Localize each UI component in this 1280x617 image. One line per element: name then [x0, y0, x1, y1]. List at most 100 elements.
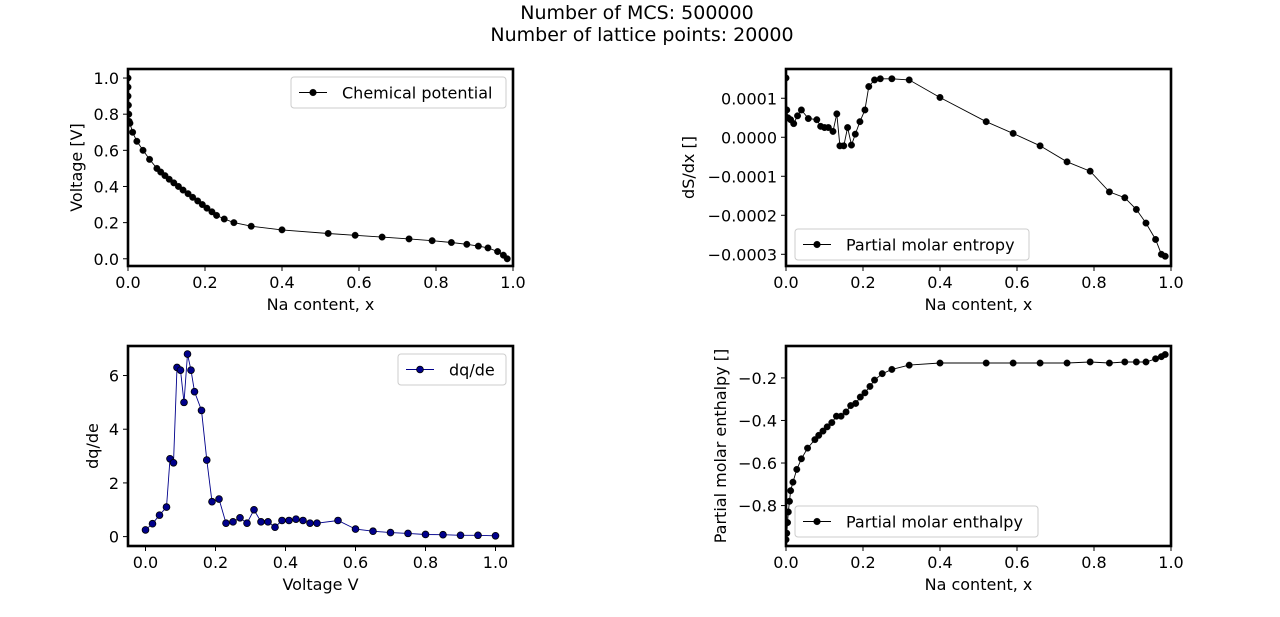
data-point — [386, 528, 395, 537]
data-point — [1063, 359, 1071, 367]
x-tick-label: 0.6 — [1004, 553, 1029, 572]
data-point — [257, 518, 265, 526]
data-point — [789, 478, 797, 486]
data-point — [169, 458, 178, 467]
legend-marker — [309, 88, 317, 97]
legend-label: Chemical potential — [342, 84, 493, 103]
y-axis-label: Partial molar enthalpy [] — [711, 349, 730, 544]
data-point — [842, 408, 850, 416]
data-point — [871, 76, 878, 84]
data-point — [1161, 351, 1169, 358]
data-point — [456, 531, 465, 540]
data-point — [1036, 359, 1044, 367]
x-tick-label: 0.8 — [1081, 553, 1106, 572]
data-point — [299, 516, 307, 525]
data-point — [351, 231, 359, 239]
data-point — [786, 508, 792, 516]
data-point — [813, 116, 821, 124]
data-point — [292, 515, 300, 523]
data-point — [494, 248, 502, 255]
data-point — [851, 130, 859, 138]
x-tick-label: 0.0 — [773, 553, 798, 572]
x-tick-label: 0.8 — [413, 553, 438, 572]
x-tick-label: 0.0 — [133, 553, 158, 572]
data-point — [844, 124, 852, 131]
x-axis-label: Na content, x — [267, 295, 375, 314]
data-point — [222, 519, 230, 527]
y-tick-label: 4 — [109, 420, 119, 439]
data-point — [823, 423, 831, 431]
data-point — [183, 350, 192, 358]
legend-marker — [813, 517, 821, 526]
data-point — [278, 226, 286, 234]
y-axis-label: dS/dx [] — [679, 136, 698, 199]
data-point — [351, 525, 360, 533]
x-tick-label: 0.2 — [192, 273, 217, 292]
x-tick-label: 0.6 — [343, 553, 368, 572]
x-tick-label: 0.6 — [346, 273, 371, 292]
subplot-4: 0.0 0.2 0.4 0.6 0.8 1.0 −0.8 −0.6 −0.4 −0.2 Na con… — [711, 344, 1184, 594]
data-point — [463, 240, 471, 248]
data-point — [1105, 188, 1113, 196]
x-tick-label: 0.8 — [1081, 273, 1106, 292]
legend: Partial molar entropy — [794, 228, 1030, 261]
data-point — [861, 389, 869, 397]
data-point — [128, 119, 134, 127]
data-point — [905, 76, 913, 84]
data-point — [1152, 355, 1160, 363]
data-point — [982, 118, 990, 126]
data-point — [888, 75, 896, 83]
data-point — [865, 83, 873, 91]
data-point — [982, 359, 990, 367]
y-tick-label: −0.0003 — [708, 245, 777, 264]
data-point — [133, 137, 141, 145]
data-point — [1105, 359, 1113, 367]
y-axis-label: dq/de — [83, 423, 102, 469]
data-point — [1152, 236, 1160, 243]
data-point — [404, 529, 412, 538]
x-tick-label: 0.4 — [269, 273, 294, 292]
axes-frame — [784, 67, 1173, 268]
data-point — [141, 526, 150, 534]
y-tick-label: 2 — [109, 474, 119, 493]
data-point — [852, 399, 860, 407]
data-point — [198, 201, 206, 209]
data-point — [174, 183, 182, 190]
data-point — [871, 376, 878, 384]
data-point — [190, 387, 199, 396]
data-point — [421, 530, 430, 539]
data-point — [369, 527, 377, 536]
data-point — [797, 455, 805, 463]
data-point — [179, 186, 187, 194]
data-point — [184, 190, 192, 198]
data-point — [833, 110, 841, 118]
x-tick-label: 0.4 — [273, 553, 298, 572]
data-point — [202, 456, 211, 464]
data-point — [405, 235, 413, 243]
data-point — [271, 523, 279, 532]
plot-area — [141, 350, 500, 540]
x-axis-label: Voltage V — [282, 575, 358, 594]
data-point — [208, 497, 216, 506]
figure-title-line2: Number of lattice points: 20000 — [490, 24, 793, 46]
axes-frame — [784, 344, 1173, 548]
axes-frame — [126, 344, 515, 548]
data-point — [905, 361, 913, 369]
x-axis-label: Na content, x — [925, 575, 1033, 594]
data-point — [1121, 194, 1129, 202]
data-point — [285, 516, 293, 525]
data-point — [189, 193, 197, 201]
legend-label: dq/de — [449, 361, 495, 380]
y-tick-label: 0.8 — [94, 105, 119, 124]
data-point — [824, 124, 832, 131]
legend-label: Partial molar enthalpy — [846, 513, 1023, 532]
y-tick-label: −0.6 — [738, 454, 777, 473]
data-point — [428, 237, 436, 245]
x-tick-label: 1.0 — [1158, 553, 1183, 572]
y-tick-label: 0.4 — [94, 177, 119, 196]
data-point — [1132, 205, 1140, 213]
data-point — [861, 106, 869, 114]
data-point — [829, 127, 837, 135]
y-tick-label: −0.8 — [738, 497, 777, 516]
y-tick-label: 0.0000 — [721, 128, 777, 147]
